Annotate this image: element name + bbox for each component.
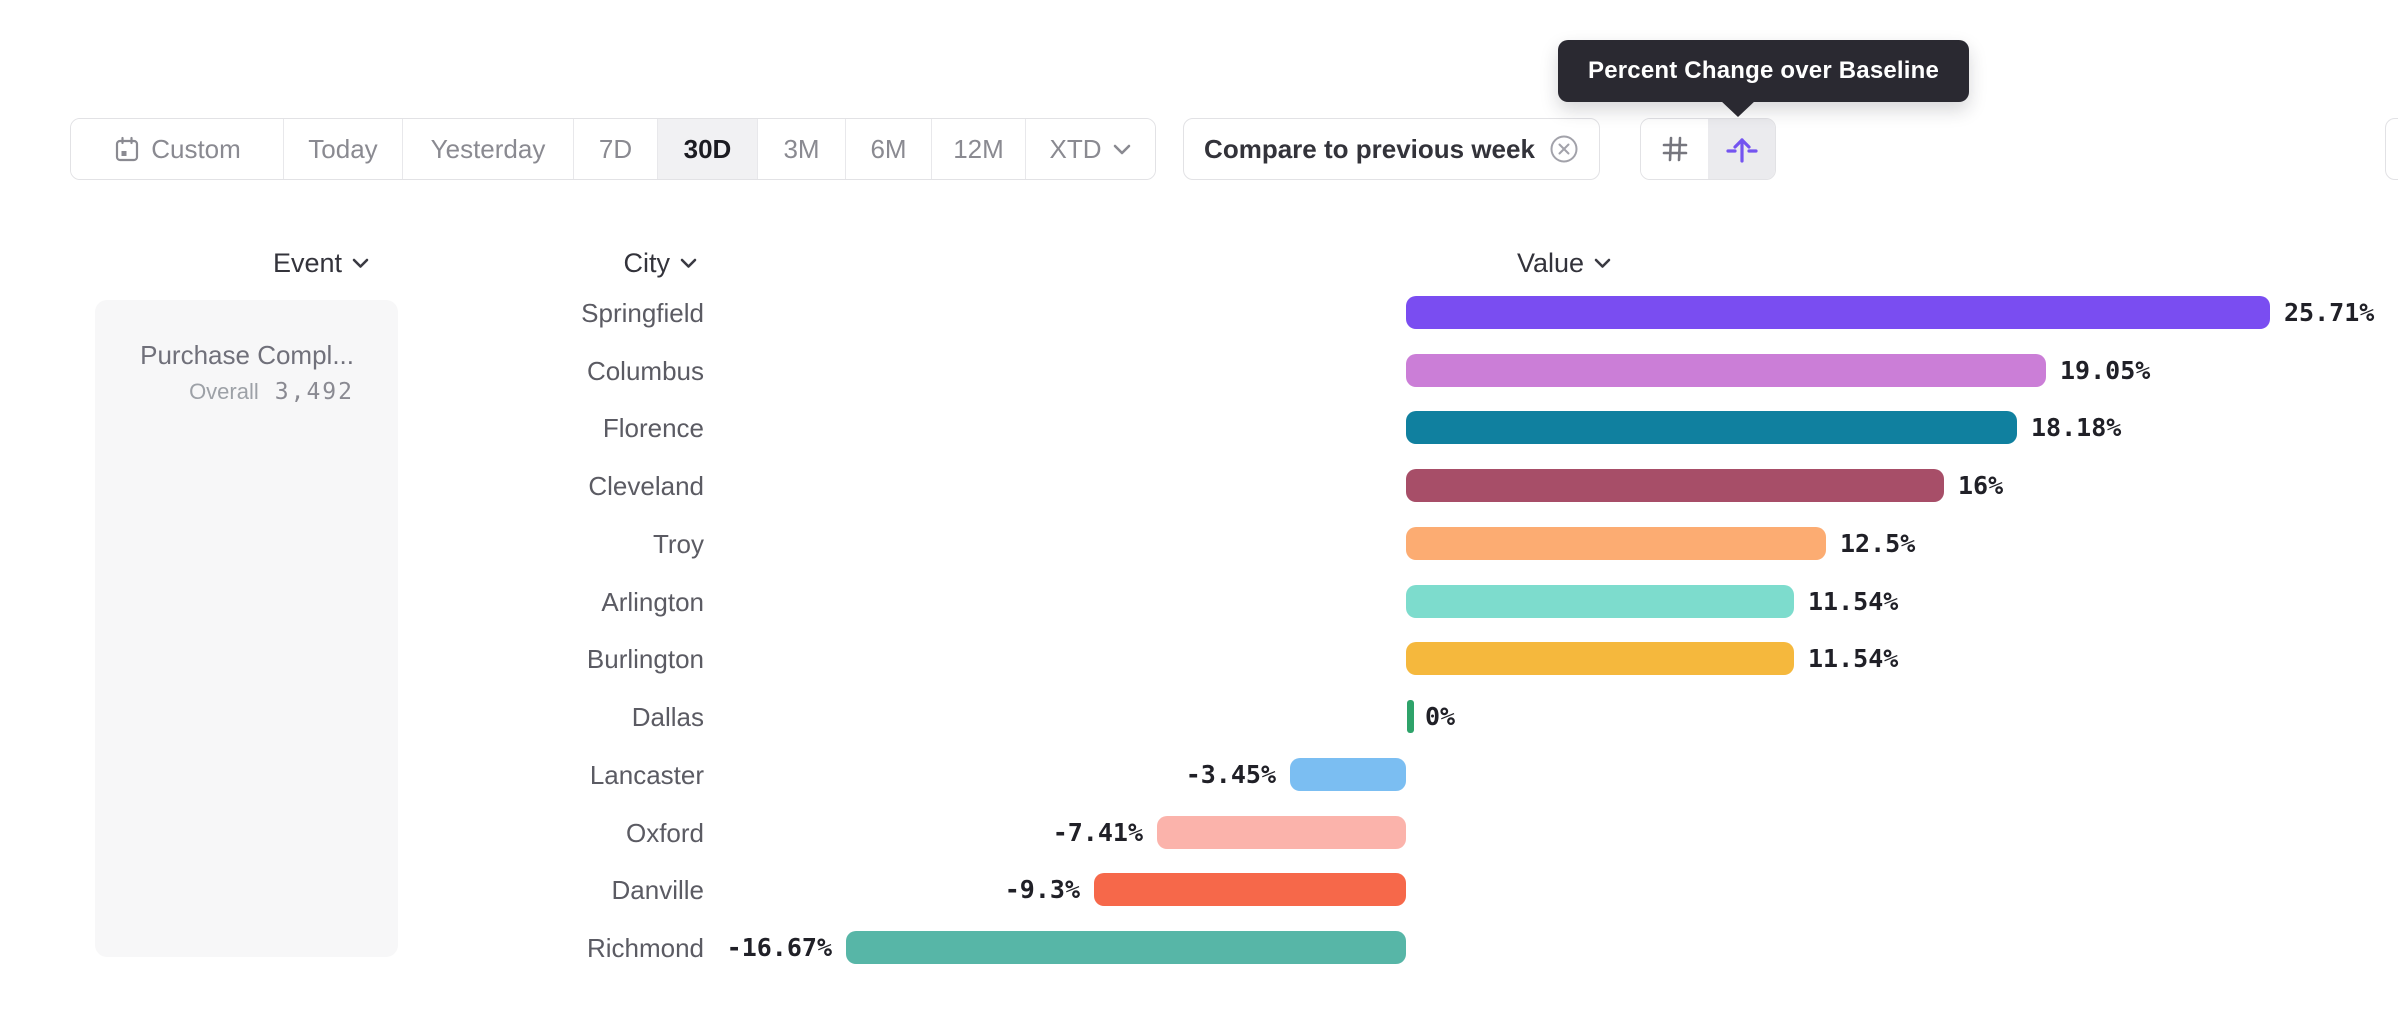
- value-bar[interactable]: [1406, 411, 2017, 444]
- city-label: Florence: [602, 413, 704, 443]
- value-label: -16.67%: [726, 933, 832, 962]
- circle-x-icon[interactable]: [1549, 134, 1579, 164]
- city-label: Oxford: [625, 818, 704, 848]
- city-label: Lancaster: [589, 760, 704, 790]
- date-button-label: 12M: [953, 133, 1004, 164]
- value-bar[interactable]: [1157, 816, 1406, 849]
- overall-value: 3,492: [274, 379, 354, 405]
- value-bar[interactable]: [1406, 527, 1826, 560]
- clipped-button[interactable]: [2385, 118, 2398, 180]
- city-label: Burlington: [586, 644, 704, 674]
- event-panel[interactable]: [95, 300, 398, 957]
- tooltip-arrow-icon: [1720, 100, 1756, 117]
- event-cell: Purchase Compl... Overall 3,492: [140, 340, 354, 405]
- value-bar[interactable]: [1406, 296, 2270, 329]
- chevron-down-icon: [680, 258, 697, 268]
- value-label: 18.18%: [2031, 413, 2122, 442]
- date-button-label: 6M: [870, 133, 907, 164]
- chevron-down-icon: [1113, 144, 1130, 154]
- date-yesterday-button[interactable]: Yesterday: [403, 119, 574, 179]
- value-label: 19.05%: [2060, 356, 2151, 385]
- date-button-label: Yesterday: [430, 133, 546, 164]
- grid-icon: [1662, 136, 1687, 162]
- event-name: Purchase Compl...: [140, 340, 354, 370]
- city-label: Springfield: [581, 298, 704, 328]
- chevron-down-icon: [352, 258, 369, 268]
- value-bar[interactable]: [1406, 642, 1794, 675]
- date-custom-button[interactable]: Custom: [71, 119, 284, 179]
- chevron-down-icon: [1594, 258, 1611, 268]
- value-bar[interactable]: [1406, 354, 2046, 387]
- date-12m-button[interactable]: 12M: [932, 119, 1026, 179]
- column-header-label: Event: [272, 247, 342, 278]
- date-30d-button[interactable]: 30D: [658, 119, 758, 179]
- value-label: 11.54%: [1808, 587, 1899, 616]
- city-label: Danville: [611, 875, 705, 905]
- overall-label: Overall: [189, 379, 259, 404]
- city-label: Cleveland: [588, 471, 704, 501]
- date-button-label: XTD: [1049, 133, 1102, 164]
- date-button-label: 3M: [783, 133, 820, 164]
- value-label: -9.3%: [1004, 875, 1080, 904]
- value-label: 0%: [1425, 702, 1456, 731]
- date-6m-button[interactable]: 6M: [846, 119, 932, 179]
- chart-options-toggle-group: [1640, 118, 1776, 180]
- date-range-control: Custom Today Yesterday 7D 30D 3M 6M 12M …: [70, 118, 1156, 180]
- value-bar[interactable]: [846, 931, 1406, 964]
- date-button-label: 30D: [683, 133, 732, 164]
- value-bar[interactable]: [1094, 873, 1406, 906]
- value-label: 11.54%: [1808, 644, 1899, 673]
- city-label: Troy: [652, 529, 704, 559]
- value-label: 16%: [1958, 471, 2004, 500]
- grid-toggle-button[interactable]: [1641, 119, 1708, 179]
- city-label: Richmond: [586, 933, 704, 963]
- date-3m-button[interactable]: 3M: [758, 119, 846, 179]
- baseline-arrow-icon: [1725, 138, 1758, 163]
- date-7d-button[interactable]: 7D: [574, 119, 658, 179]
- baseline-toggle-button[interactable]: [1708, 119, 1775, 179]
- date-xtd-button[interactable]: XTD: [1026, 119, 1155, 179]
- compare-chip[interactable]: Compare to previous week: [1183, 118, 1600, 180]
- date-button-label: Today: [308, 133, 378, 164]
- value-bar[interactable]: [1407, 700, 1414, 733]
- event-overall: Overall 3,492: [140, 379, 354, 405]
- column-header-event[interactable]: Event: [273, 248, 370, 278]
- value-label: 25.71%: [2284, 298, 2375, 327]
- column-header-city[interactable]: City: [624, 248, 699, 278]
- value-bar[interactable]: [1290, 758, 1406, 791]
- column-header-label: Value: [1516, 247, 1584, 278]
- value-label: -7.41%: [1052, 818, 1143, 847]
- value-label: 12.5%: [1840, 529, 1916, 558]
- calendar-icon: [116, 136, 139, 162]
- column-header-value[interactable]: Value: [1517, 248, 1612, 278]
- value-bar[interactable]: [1406, 585, 1794, 618]
- value-bar[interactable]: [1406, 469, 1944, 502]
- city-label: Dallas: [631, 702, 704, 732]
- date-today-button[interactable]: Today: [284, 119, 403, 179]
- tooltip-text: Percent Change over Baseline: [1588, 57, 1940, 84]
- tooltip: Percent Change over Baseline: [1558, 40, 1970, 102]
- date-button-label: Custom: [151, 133, 241, 164]
- date-button-label: 7D: [598, 133, 633, 164]
- city-label: Arlington: [601, 587, 704, 617]
- column-header-label: City: [623, 247, 671, 278]
- value-label: -3.45%: [1185, 760, 1276, 789]
- compare-chip-label: Compare to previous week: [1204, 133, 1535, 164]
- city-label: Columbus: [586, 356, 704, 386]
